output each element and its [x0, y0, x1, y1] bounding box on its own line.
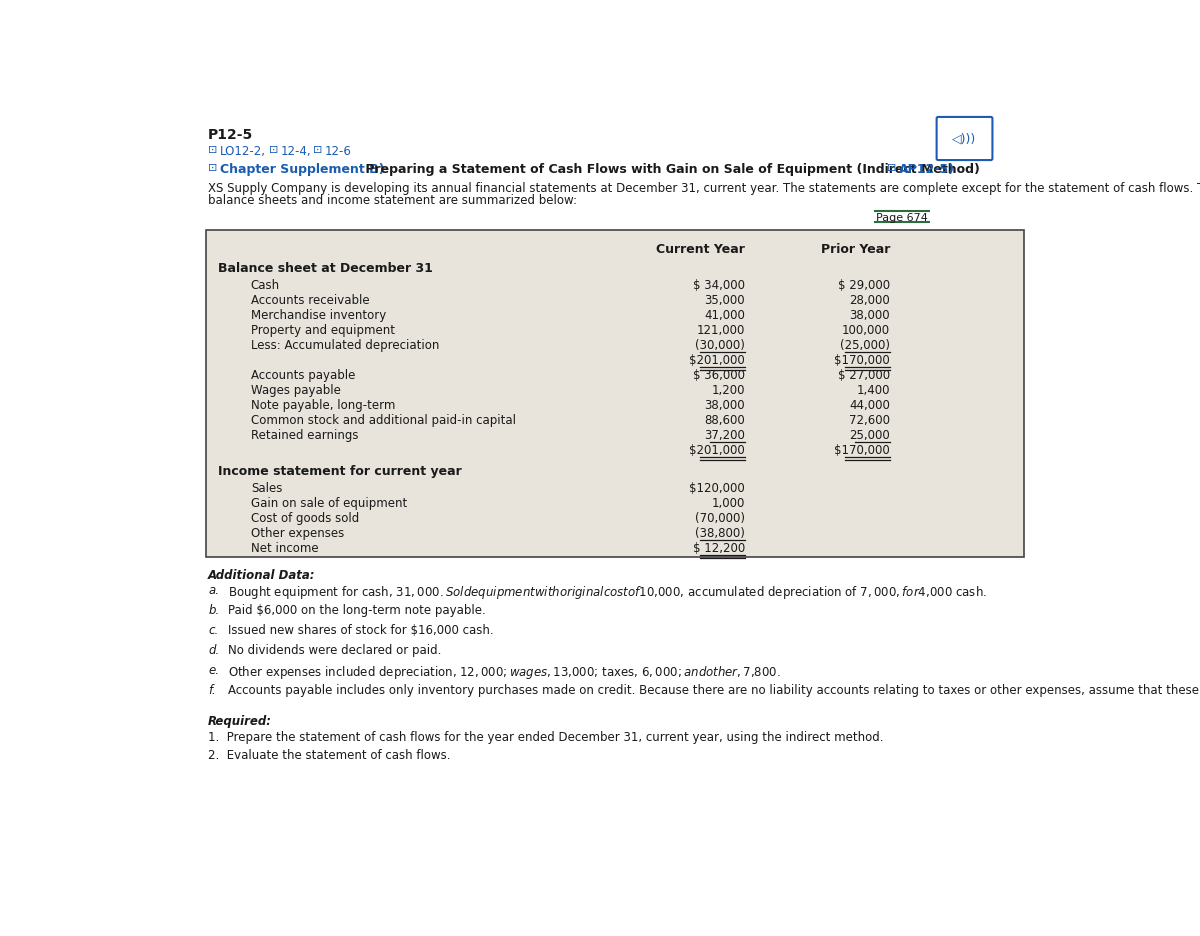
Text: ⊡: ⊡: [887, 163, 896, 173]
Text: (30,000): (30,000): [695, 339, 745, 352]
Text: ⊡: ⊡: [208, 163, 217, 173]
Text: Issued new shares of stock for $16,000 cash.: Issued new shares of stock for $16,000 c…: [228, 624, 493, 637]
Text: 38,000: 38,000: [704, 399, 745, 412]
Text: ◁))): ◁))): [953, 132, 977, 145]
Text: Other expenses included depreciation, $12,000; wages, $13,000; taxes, $6,000; an: Other expenses included depreciation, $1…: [228, 665, 780, 681]
Text: 121,000: 121,000: [697, 324, 745, 337]
Text: $201,000: $201,000: [690, 354, 745, 367]
Text: 44,000: 44,000: [850, 399, 890, 412]
Text: $120,000: $120,000: [690, 481, 745, 494]
FancyBboxPatch shape: [937, 117, 992, 160]
Text: (38,800): (38,800): [695, 527, 745, 539]
Text: $ 36,000: $ 36,000: [694, 369, 745, 382]
Text: Note payable, long-term: Note payable, long-term: [251, 399, 395, 412]
Text: Accounts payable includes only inventory purchases made on credit. Because there: Accounts payable includes only inventory…: [228, 684, 1200, 697]
Text: 88,600: 88,600: [704, 414, 745, 427]
Text: (70,000): (70,000): [695, 512, 745, 524]
Text: ⊡: ⊡: [269, 145, 278, 154]
Text: (25,000): (25,000): [840, 339, 890, 352]
Text: Additional Data:: Additional Data:: [208, 569, 316, 582]
Text: Required:: Required:: [208, 715, 272, 728]
Text: Income statement for current year: Income statement for current year: [218, 465, 462, 478]
Text: XS Supply Company is developing its annual financial statements at December 31, : XS Supply Company is developing its annu…: [208, 182, 1200, 195]
Text: c.: c.: [208, 624, 218, 637]
Text: Accounts payable: Accounts payable: [251, 369, 355, 382]
Text: 72,600: 72,600: [850, 414, 890, 427]
Text: b.: b.: [208, 605, 220, 618]
Text: 1,400: 1,400: [857, 384, 890, 397]
Text: Net income: Net income: [251, 542, 318, 555]
Text: $ 34,000: $ 34,000: [694, 279, 745, 292]
Text: Merchandise inventory: Merchandise inventory: [251, 309, 386, 322]
Text: 1,000: 1,000: [712, 497, 745, 509]
Text: Common stock and additional paid-in capital: Common stock and additional paid-in capi…: [251, 414, 516, 427]
Text: Current Year: Current Year: [656, 243, 745, 256]
Text: 35,000: 35,000: [704, 294, 745, 307]
Text: balance sheets and income statement are summarized below:: balance sheets and income statement are …: [208, 194, 577, 207]
Text: ⊡: ⊡: [208, 145, 217, 154]
Text: 37,200: 37,200: [704, 429, 745, 442]
Text: Prior Year: Prior Year: [821, 243, 890, 256]
Text: e.: e.: [208, 665, 220, 678]
Text: $ 27,000: $ 27,000: [838, 369, 890, 382]
Text: 38,000: 38,000: [850, 309, 890, 322]
Text: Cost of goods sold: Cost of goods sold: [251, 512, 359, 524]
Text: Other expenses: Other expenses: [251, 527, 344, 539]
FancyBboxPatch shape: [206, 230, 1025, 557]
Text: Sales: Sales: [251, 481, 282, 494]
Text: $170,000: $170,000: [834, 444, 890, 457]
Text: P12-5: P12-5: [208, 127, 253, 141]
Text: 1.  Prepare the statement of cash flows for the year ended December 31, current : 1. Prepare the statement of cash flows f…: [208, 731, 883, 743]
Text: Wages payable: Wages payable: [251, 384, 341, 397]
Text: Preparing a Statement of Cash Flows with Gain on Sale of Equipment (Indirect Met: Preparing a Statement of Cash Flows with…: [361, 163, 984, 176]
Text: f.: f.: [208, 684, 216, 697]
Text: Accounts receivable: Accounts receivable: [251, 294, 370, 307]
Text: $170,000: $170,000: [834, 354, 890, 367]
Text: 2.  Evaluate the statement of cash flows.: 2. Evaluate the statement of cash flows.: [208, 749, 451, 762]
Text: Chapter Supplement B): Chapter Supplement B): [220, 163, 384, 176]
Text: Property and equipment: Property and equipment: [251, 324, 395, 337]
Text: Bought equipment for cash, $31,000. Sold equipment with original cost of $10,000: Bought equipment for cash, $31,000. Sold…: [228, 584, 986, 601]
Text: Cash: Cash: [251, 279, 280, 292]
Text: 12-4,: 12-4,: [281, 145, 311, 157]
Text: AP12-5): AP12-5): [899, 163, 955, 176]
Text: Balance sheet at December 31: Balance sheet at December 31: [218, 262, 433, 274]
Text: ⊡: ⊡: [313, 145, 322, 154]
Text: $ 12,200: $ 12,200: [692, 542, 745, 555]
Text: 41,000: 41,000: [704, 309, 745, 322]
Text: Retained earnings: Retained earnings: [251, 429, 359, 442]
Text: 1,200: 1,200: [712, 384, 745, 397]
Text: Paid $6,000 on the long-term note payable.: Paid $6,000 on the long-term note payabl…: [228, 605, 485, 618]
Text: $201,000: $201,000: [690, 444, 745, 457]
Text: $ 29,000: $ 29,000: [838, 279, 890, 292]
Text: 12-6: 12-6: [324, 145, 352, 157]
Text: 100,000: 100,000: [842, 324, 890, 337]
Text: d.: d.: [208, 644, 220, 657]
Text: 25,000: 25,000: [850, 429, 890, 442]
Text: No dividends were declared or paid.: No dividends were declared or paid.: [228, 644, 440, 657]
Text: Less: Accumulated depreciation: Less: Accumulated depreciation: [251, 339, 439, 352]
Text: LO12-2,: LO12-2,: [220, 145, 265, 157]
Text: Gain on sale of equipment: Gain on sale of equipment: [251, 497, 407, 509]
Text: 28,000: 28,000: [850, 294, 890, 307]
Text: Page 674: Page 674: [876, 213, 928, 223]
Text: a.: a.: [208, 584, 220, 597]
